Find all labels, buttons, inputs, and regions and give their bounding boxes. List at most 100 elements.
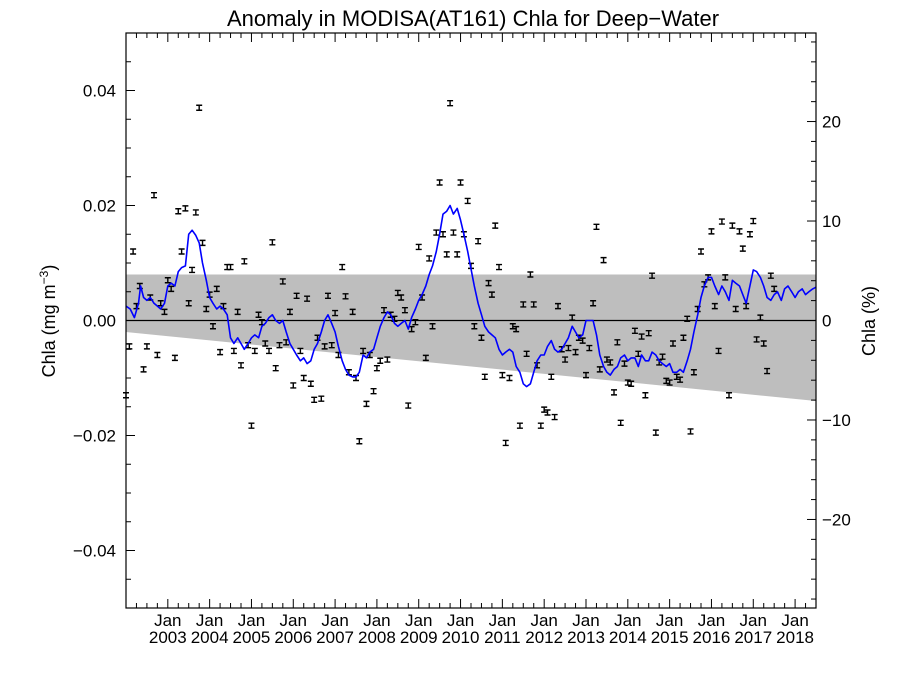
anomaly-point	[439, 231, 446, 238]
x-tick-year-label: 2012	[525, 628, 563, 647]
anomaly-point	[436, 179, 443, 186]
anomaly-point	[760, 340, 767, 347]
anomaly-point	[698, 248, 704, 255]
anomaly-point	[196, 104, 203, 111]
anomaly-point	[370, 388, 377, 395]
x-tick-month-label: Jan	[280, 611, 307, 630]
anomaly-point	[600, 256, 607, 264]
anomaly-point	[544, 409, 551, 416]
anomaly-point	[523, 350, 530, 358]
anomaly-point	[492, 222, 499, 229]
anomaly-point	[300, 374, 307, 382]
anomaly-point	[290, 382, 297, 389]
anomaly-point	[443, 251, 450, 258]
anomaly-point	[732, 305, 739, 313]
anomaly-point	[241, 258, 248, 265]
x-tick-month-label: Jan	[447, 611, 474, 630]
x-tick-year-label: 2013	[567, 628, 605, 647]
smoothed-line-layer	[125, 204, 817, 388]
anomaly-point	[586, 344, 593, 352]
y-tick-label: 0.00	[83, 312, 116, 331]
anomaly-point	[673, 373, 680, 381]
anomaly-point	[377, 357, 384, 364]
anomaly-point	[286, 308, 293, 316]
anomaly-point	[736, 228, 743, 235]
anomaly-point	[520, 301, 527, 308]
anomaly-point	[447, 99, 454, 107]
anomaly-point	[203, 305, 210, 313]
anomaly-point	[499, 371, 506, 379]
x-tick-year-label: 2005	[233, 628, 271, 647]
uncertainty-band-layer	[126, 274, 816, 401]
anomaly-point	[631, 327, 638, 335]
anomaly-point	[154, 351, 161, 359]
anomaly-point	[753, 336, 760, 343]
anomaly-point	[304, 295, 311, 302]
anomaly-point	[684, 315, 691, 322]
anomaly-point	[405, 402, 412, 409]
anomaly-point	[217, 348, 224, 356]
anomaly-point	[381, 306, 388, 314]
x-tick-year-label: 2007	[316, 628, 354, 647]
anomaly-point	[227, 263, 234, 271]
anomaly-point	[356, 438, 363, 445]
anomaly-point	[189, 266, 196, 274]
x-tick-month-label: Jan	[405, 611, 432, 630]
anomaly-point	[234, 308, 241, 316]
anomaly-point	[209, 323, 216, 330]
anomaly-point	[739, 245, 746, 252]
anomaly-point	[318, 395, 325, 402]
anomaly-point	[485, 279, 492, 287]
y-tick-label: 0.02	[83, 197, 116, 216]
anomaly-point	[572, 348, 579, 356]
y2-tick-label: 10	[822, 212, 841, 231]
anomaly-point	[614, 339, 621, 346]
anomaly-point	[324, 292, 331, 299]
anomaly-point	[279, 278, 286, 285]
anomaly-point	[255, 311, 262, 318]
anomaly-point	[332, 309, 339, 317]
anomaly-point	[767, 272, 774, 279]
axes-layer: −0.04−0.020.000.020.04−20−1001020Jan2003…	[73, 32, 851, 647]
anomaly-point	[457, 179, 464, 186]
x-tick-month-label: Jan	[530, 611, 557, 630]
anomaly-point	[161, 308, 168, 316]
x-tick-month-label: Jan	[238, 611, 265, 630]
anomaly-point	[488, 291, 495, 298]
anomaly-point	[140, 366, 147, 373]
anomaly-point	[164, 277, 171, 284]
y-axis-label-main: Chla (mg m	[39, 284, 59, 377]
x-tick-year-label: 2008	[358, 628, 396, 647]
anomaly-point	[750, 217, 757, 225]
anomaly-point	[475, 237, 482, 245]
y2-tick-label: −10	[822, 411, 851, 430]
x-tick-month-label: Jan	[781, 611, 808, 630]
anomaly-point	[659, 353, 666, 360]
anomaly-point	[537, 422, 544, 429]
x-tick-month-label: Jan	[196, 611, 223, 630]
anomaly-point	[596, 366, 603, 373]
anomaly-point	[506, 374, 513, 382]
anomaly-point	[645, 329, 652, 337]
anomaly-point	[638, 333, 645, 340]
x-tick-month-label: Jan	[572, 611, 599, 630]
anomaly-point	[230, 347, 237, 355]
anomaly-point	[530, 301, 537, 308]
anomaly-point	[321, 343, 328, 350]
anomaly-point	[635, 350, 642, 358]
anomaly-point	[384, 356, 391, 363]
anomaly-point	[764, 367, 771, 375]
anomaly-point	[339, 263, 346, 271]
anomaly-point	[642, 392, 649, 399]
anomaly-point	[666, 379, 673, 386]
anomaly-point	[276, 342, 283, 349]
anomaly-point	[680, 334, 687, 341]
anomaly-point	[652, 429, 659, 436]
anomaly-point	[687, 428, 694, 435]
anomaly-point	[464, 197, 471, 205]
anomaly-point	[168, 285, 175, 293]
anomaly-point	[178, 248, 185, 255]
y-tick-label: −0.02	[73, 427, 116, 446]
anomaly-point	[711, 302, 718, 310]
